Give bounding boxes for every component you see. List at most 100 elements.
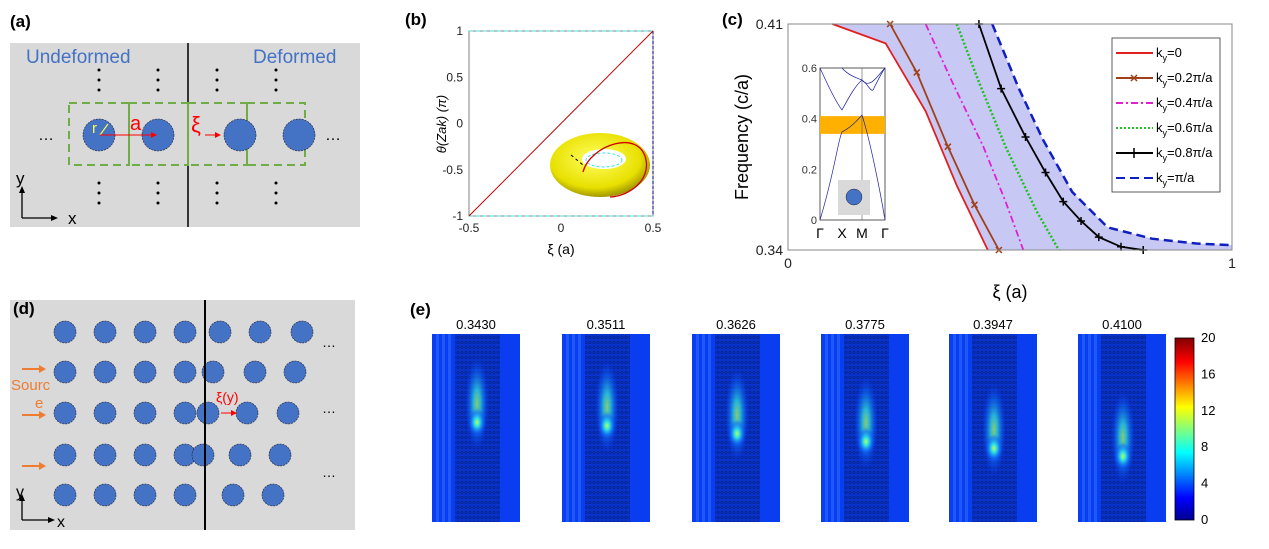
legend-marker	[1130, 74, 1138, 82]
inset-y-tick: 0.6	[802, 63, 817, 75]
vertical-ellipsis-dot	[97, 201, 101, 205]
colorbar	[1174, 337, 1195, 521]
vertical-ellipsis-dot	[156, 88, 160, 92]
x-axis-label: x	[57, 514, 65, 531]
vertical-ellipsis-dot	[274, 191, 278, 195]
x-axis-label: ξ (a)	[992, 282, 1027, 302]
field-stripe	[442, 334, 445, 522]
y-tick-label: 0	[456, 117, 463, 131]
panel-a: (a) Undeformed Deformed r a ξ … … y x	[10, 12, 360, 228]
field-glow	[465, 356, 489, 451]
y-axis-label: θ(Zak) (π)	[434, 95, 449, 153]
series-marker	[944, 143, 952, 151]
cylinder	[261, 483, 285, 507]
colorbar-tick-label: 12	[1201, 403, 1215, 418]
cylinder	[53, 401, 77, 425]
cylinder	[133, 360, 157, 384]
x-axis-label: x	[68, 209, 77, 228]
deformed-title: Deformed	[253, 47, 336, 68]
arrow-head-icon	[215, 132, 221, 138]
vertical-ellipsis-dot	[215, 78, 219, 82]
vertical-ellipsis-dot	[97, 191, 101, 195]
legend: ky=0 ky=0.2π/a ky=0.4π/a ky=0.6π/a ky=0.8π/a…	[1111, 37, 1221, 193]
cylinder	[208, 320, 232, 344]
legend-label: ky=0.4π/a	[1156, 95, 1213, 113]
frequency-label: 0.4100	[1102, 317, 1142, 332]
vertical-ellipsis-dot	[215, 181, 219, 185]
field-map: 0.4100	[1078, 317, 1166, 522]
vertical-ellipsis-dot	[156, 78, 160, 82]
panel-e: (e) 0.3430 0.3511 0.3626 0.3775 0.3947 0.4100…	[410, 300, 1215, 527]
cylinder	[191, 443, 215, 467]
field-stripe	[965, 334, 968, 522]
source-label-cont: e	[35, 395, 43, 412]
cylinder	[133, 401, 157, 425]
zak-phase-line	[468, 30, 654, 217]
arrow-head-icon	[19, 494, 25, 501]
vertical-ellipsis-dot	[156, 181, 160, 185]
field-stripe	[1082, 334, 1085, 522]
field-stripe	[837, 334, 840, 522]
inset-y-tick: 0.4	[802, 114, 817, 126]
panel-c: (c) 0.410.340 1ξ (a)Frequency (c/a)ky=0ky…	[722, 10, 1236, 302]
y-tick-label: 0.41	[756, 16, 783, 32]
inset-x-tick: Γ	[881, 225, 889, 241]
ellipsis: …	[322, 400, 336, 416]
legend-label: ky=0	[1156, 45, 1182, 63]
frequency-label: 0.3775	[845, 317, 885, 332]
cylinder	[228, 443, 252, 467]
vertical-ellipsis-dot	[274, 201, 278, 205]
cylinder	[133, 443, 157, 467]
panel-label: (e)	[410, 300, 431, 319]
vertical-ellipsis-dot	[215, 88, 219, 92]
legend-box	[1111, 37, 1221, 193]
cylinder	[243, 360, 267, 384]
cylinder	[53, 320, 77, 344]
cylinder	[290, 320, 314, 344]
arrow-head-icon	[39, 411, 46, 419]
field-stripe	[696, 334, 699, 522]
field-stripe	[702, 334, 705, 522]
ellipsis-left: …	[38, 127, 54, 144]
arrow-head-icon	[19, 186, 25, 193]
field-stripe	[708, 334, 711, 522]
y-tick-label: -0.5	[442, 163, 463, 177]
colorbar-tick-label: 8	[1201, 439, 1208, 454]
colorbar-tick-label: 16	[1201, 366, 1215, 381]
series-marker	[1094, 233, 1103, 242]
unit-cell-box	[187, 102, 248, 166]
vertical-ellipsis-dot	[97, 88, 101, 92]
field-glow	[595, 359, 619, 454]
band-fill	[832, 24, 1232, 250]
cylinder	[282, 118, 316, 152]
series-marker	[997, 84, 1006, 93]
cylinder	[133, 320, 157, 344]
frequency-label: 0.3511	[587, 317, 626, 332]
panel-b: (b) -0.5 0 0.510.50-0.5-1ξ (a)θ(Zak) (π)	[405, 10, 662, 257]
field-stripe	[436, 334, 439, 522]
x-tick-label: -0.5	[459, 221, 480, 235]
field-hotspot	[468, 408, 486, 437]
legend-label: ky=0.6π/a	[1156, 120, 1213, 138]
ellipsis-right: …	[325, 127, 341, 144]
legend-label: ky=0.8π/a	[1156, 145, 1213, 163]
band-2	[819, 67, 886, 111]
frequency-label: 0.3430	[456, 317, 496, 332]
series-marker	[1077, 216, 1086, 225]
y-axis-label: y	[16, 484, 24, 501]
colorbar-tick-label: 4	[1201, 476, 1208, 491]
vertical-ellipsis-dot	[156, 191, 160, 195]
inset-x-tick: X	[837, 225, 847, 241]
series-marker	[913, 68, 921, 76]
arrow-head-icon	[51, 215, 58, 221]
unit-cell-box	[128, 102, 189, 166]
cylinder	[221, 483, 245, 507]
vertical-ellipsis-dot	[274, 68, 278, 72]
arrow-head-icon	[151, 132, 157, 138]
cylinder	[235, 401, 259, 425]
y-axis-label: Frequency (c/a)	[732, 74, 752, 200]
panel-label: (d)	[13, 299, 35, 318]
shift-label: ξ	[191, 112, 201, 137]
arrow-head-icon	[39, 365, 46, 373]
cylinder	[173, 360, 197, 384]
